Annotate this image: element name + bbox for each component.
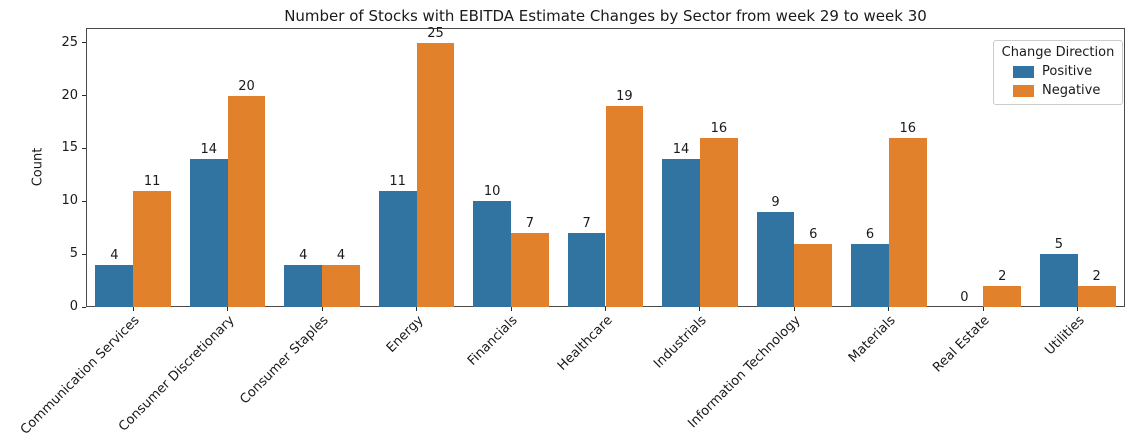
bar-value-label: 20 [238, 78, 255, 94]
bar-value-label: 11 [389, 173, 406, 189]
bar-value-label: 4 [336, 247, 346, 263]
bar-value-label: 16 [710, 120, 728, 136]
bar-negative-4 [511, 233, 549, 307]
legend-swatch-negative-icon [1013, 84, 1034, 97]
x-tick-mark [510, 307, 512, 311]
legend-item-positive: Positive [1013, 64, 1115, 79]
bar-value-label: 19 [616, 89, 633, 105]
bar-negative-9 [983, 285, 1022, 307]
bar-value-label: 4 [299, 247, 308, 263]
y-tick-mark [82, 42, 86, 44]
bar-positive-4 [473, 201, 512, 307]
bar-value-label: 2 [998, 268, 1007, 284]
bar-negative-5 [605, 106, 644, 307]
y-tick-mark [82, 200, 86, 202]
bar-negative-3 [416, 42, 455, 307]
bar-negative-7 [794, 243, 833, 307]
bar-negative-10 [1077, 285, 1116, 307]
bar-value-label: 14 [672, 142, 690, 158]
bar-value-label: 6 [865, 226, 875, 242]
bar-value-label: 16 [899, 120, 917, 136]
bar-positive-10 [1039, 254, 1078, 307]
legend-title: Change Direction [1001, 45, 1115, 60]
y-tick-mark [82, 306, 86, 308]
legend: Change Direction Positive Negative [993, 40, 1123, 105]
y-tick-label: 20 [61, 87, 78, 103]
x-tick-mark [605, 307, 606, 311]
bar-value-label: 0 [960, 290, 969, 305]
legend-label-negative: Negative [1042, 83, 1101, 98]
y-tick-label: 15 [61, 140, 78, 156]
x-tick-mark [793, 307, 795, 311]
bar-positive-6 [662, 159, 700, 307]
bar-positive-2 [284, 264, 323, 307]
y-tick-label: 25 [61, 34, 78, 50]
bar-value-label: 25 [427, 25, 444, 41]
legend-swatch-positive-icon [1013, 65, 1034, 78]
legend-item-negative: Negative [1013, 83, 1115, 98]
bar-positive-3 [378, 190, 417, 307]
bar-value-label: 6 [809, 226, 818, 242]
bar-value-label: 14 [200, 142, 218, 158]
bar-positive-5 [567, 233, 606, 307]
bar-value-label: 5 [1054, 237, 1064, 253]
bar-positive-7 [756, 211, 795, 307]
bar-negative-6 [699, 137, 738, 307]
x-tick-mark [699, 307, 701, 311]
y-tick-mark [82, 147, 86, 149]
bar-value-label: 4 [110, 247, 119, 263]
x-tick-mark [982, 307, 984, 311]
bar-value-label: 10 [483, 184, 501, 200]
bar-negative-2 [322, 264, 360, 307]
y-tick-mark [82, 95, 86, 97]
x-tick-mark [416, 307, 418, 311]
legend-label-positive: Positive [1042, 64, 1093, 79]
x-tick-mark [888, 307, 890, 311]
x-tick-mark [227, 307, 229, 311]
bar-negative-0 [133, 190, 171, 307]
bar-positive-8 [851, 243, 889, 307]
x-tick-mark [1077, 307, 1079, 311]
bar-value-label: 11 [143, 173, 161, 189]
y-tick-label: 5 [69, 246, 78, 262]
bar-value-label: 7 [582, 216, 591, 232]
y-tick-label: 0 [69, 299, 78, 314]
bar-positive-1 [189, 159, 228, 307]
y-tick-mark [82, 253, 86, 255]
chart-title: Number of Stocks with EBITDA Estimate Ch… [284, 7, 927, 25]
y-tick-label: 10 [61, 193, 78, 209]
bar-value-label: 9 [771, 194, 780, 210]
x-tick-mark [321, 307, 323, 311]
bar-value-label: 2 [1092, 268, 1101, 284]
bar-negative-1 [227, 95, 266, 307]
bar-negative-8 [888, 137, 927, 307]
bar-positive-0 [95, 264, 134, 307]
bar-value-label: 7 [525, 216, 535, 232]
x-tick-mark [132, 307, 134, 311]
